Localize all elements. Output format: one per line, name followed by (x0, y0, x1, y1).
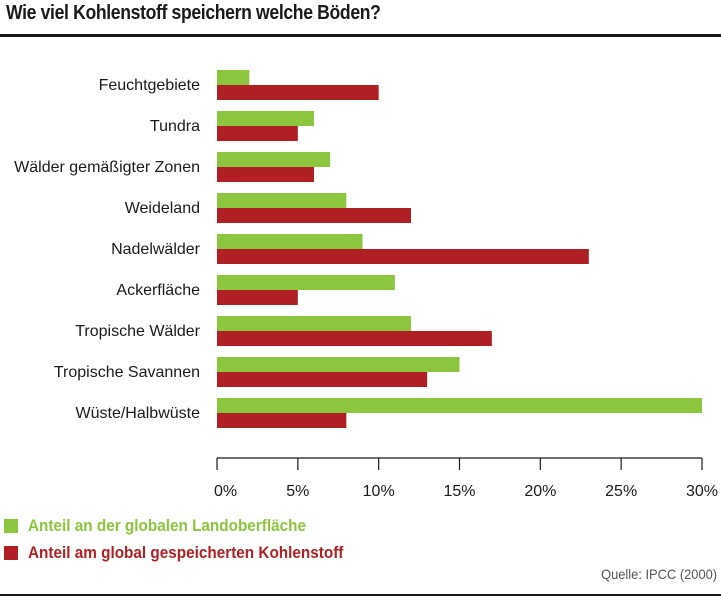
bar-land (217, 234, 363, 249)
source-note: Quelle: IPCC (2000) (601, 566, 717, 582)
bar-carbon (217, 126, 298, 141)
bar-land (217, 275, 395, 290)
bar-carbon (217, 413, 347, 428)
bar-carbon (217, 85, 379, 100)
bar-carbon (217, 208, 411, 223)
legend-item-carbon: Anteil am global gespeicherten Kohlensto… (4, 543, 378, 563)
legend-label-carbon: Anteil am global gespeicherten Kohlensto… (28, 543, 344, 562)
x-tick-label: 5% (286, 483, 309, 500)
category-label: Wälder gemäßigter Zonen (14, 159, 200, 176)
bar-carbon (217, 290, 298, 305)
x-tick-label: 25% (605, 483, 637, 500)
category-label: Tropische Savannen (54, 364, 200, 381)
legend-swatch-carbon (4, 546, 18, 560)
category-label: Feuchtgebiete (99, 77, 201, 94)
category-label: Tropische Wälder (75, 323, 200, 340)
x-tick-label: 15% (443, 483, 475, 500)
category-label: Wüste/Halbwüste (76, 405, 201, 422)
bar-land (217, 111, 314, 126)
category-label: Weideland (125, 200, 200, 217)
bar-carbon (217, 249, 589, 264)
bar-land (217, 357, 460, 372)
bar-land (217, 398, 702, 413)
bar-land (217, 193, 347, 208)
legend-swatch-land (4, 519, 18, 533)
bar-carbon (217, 167, 314, 182)
legend-label-land: Anteil an der globalen Landoberfläche (28, 516, 307, 535)
category-label: Tundra (150, 118, 200, 135)
chart-title: Wie viel Kohlenstoff speichern welche Bö… (6, 2, 381, 24)
bottom-rule (0, 594, 721, 596)
x-tick-label: 30% (686, 483, 718, 500)
category-label: Nadelwälder (111, 241, 201, 258)
bar-land (217, 316, 411, 331)
title-rule (0, 34, 721, 37)
bar-carbon (217, 331, 492, 346)
bar-carbon (217, 372, 428, 387)
x-tick-label: 10% (363, 483, 395, 500)
legend-item-land: Anteil an der globalen Landoberfläche (4, 516, 337, 536)
x-tick-label: 0% (214, 483, 237, 500)
category-label: Ackerfläche (116, 282, 200, 299)
x-tick-label: 20% (524, 483, 556, 500)
bar-land (217, 152, 331, 167)
bar-land (217, 70, 250, 85)
